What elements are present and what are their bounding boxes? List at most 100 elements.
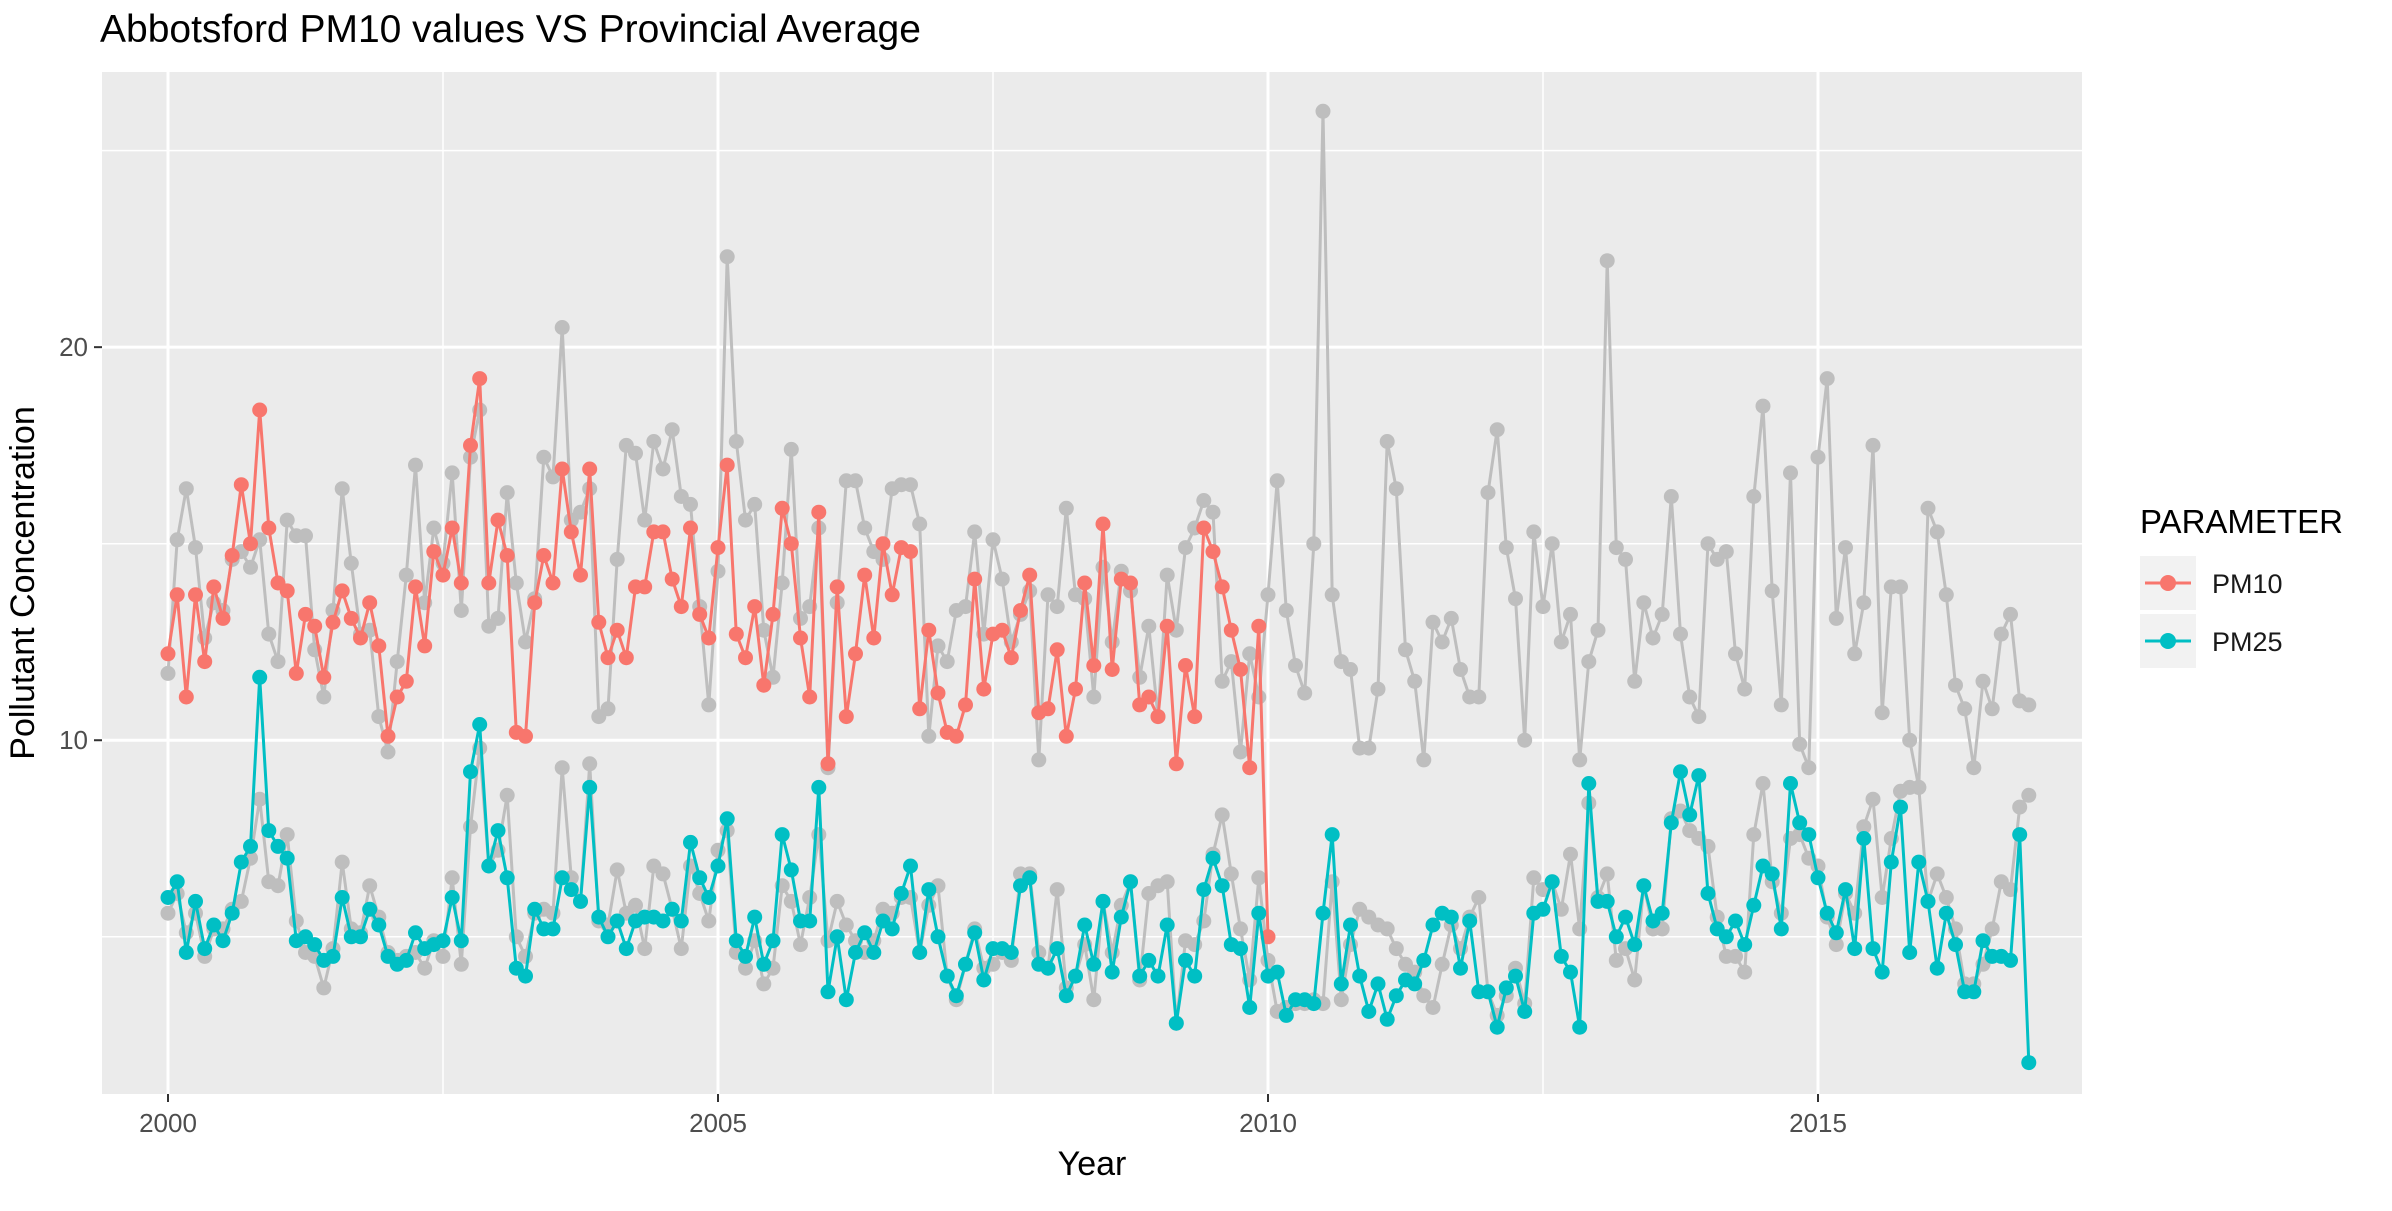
data-point-pm25 bbox=[1315, 905, 1331, 921]
data-point-pm25 bbox=[802, 913, 818, 929]
data-point-pm10 bbox=[1068, 681, 1083, 697]
data-point-pm25 bbox=[1141, 952, 1157, 968]
data-point-provincial-2 bbox=[683, 496, 698, 512]
data-point-pm25 bbox=[1938, 905, 1954, 921]
data-point-provincial-3 bbox=[453, 956, 469, 972]
data-point-provincial-2 bbox=[1636, 595, 1652, 611]
data-point-provincial-2 bbox=[985, 532, 1001, 548]
data-point-pm10 bbox=[958, 697, 973, 713]
data-point-pm10 bbox=[1058, 728, 1074, 744]
data-point-provincial-3 bbox=[1728, 948, 1743, 964]
data-point-pm25 bbox=[197, 941, 213, 957]
data-point-pm25 bbox=[307, 937, 323, 953]
data-point-pm25 bbox=[673, 913, 689, 929]
data-point-provincial-2 bbox=[1379, 434, 1395, 449]
data-point-pm25 bbox=[1269, 964, 1285, 980]
data-point-provincial-2 bbox=[1141, 618, 1157, 634]
legend-item-pm10: PM10 bbox=[2140, 556, 2283, 610]
data-point-provincial-2 bbox=[1608, 540, 1624, 556]
data-point-provincial-3 bbox=[1929, 866, 1945, 882]
data-point-provincial-2 bbox=[701, 697, 717, 713]
data-point-provincial-2 bbox=[1801, 760, 1817, 776]
data-point-pm25 bbox=[738, 948, 753, 964]
data-point-provincial-3 bbox=[288, 913, 304, 929]
data-point-pm25 bbox=[1773, 921, 1789, 937]
data-point-pm25 bbox=[1682, 807, 1698, 823]
data-point-provincial-3 bbox=[637, 941, 653, 957]
y-axis-label: Pollutant Concentration bbox=[4, 406, 42, 759]
data-point-provincial-3 bbox=[279, 827, 295, 843]
data-point-pm10 bbox=[719, 457, 735, 473]
data-point-provincial-2 bbox=[2021, 697, 2037, 713]
data-point-provincial-2 bbox=[1957, 701, 1973, 717]
data-point-pm25 bbox=[1553, 948, 1569, 964]
data-point-pm25 bbox=[518, 968, 533, 984]
data-point-provincial-2 bbox=[756, 622, 772, 638]
data-point-pm25 bbox=[1883, 854, 1899, 870]
data-point-pm10 bbox=[481, 575, 497, 591]
data-point-provincial-2 bbox=[958, 599, 973, 615]
data-point-provincial-2 bbox=[1278, 603, 1294, 618]
data-point-pm25 bbox=[1828, 925, 1844, 941]
data-point-pm25 bbox=[1627, 937, 1643, 953]
data-point-pm10 bbox=[848, 646, 863, 662]
data-point-pm10 bbox=[1123, 575, 1138, 591]
data-point-provincial-2 bbox=[261, 626, 277, 642]
data-point-pm25 bbox=[948, 988, 964, 1004]
x-tick-label: 2015 bbox=[1789, 1108, 1847, 1138]
data-point-pm25 bbox=[958, 956, 973, 972]
data-point-pm25 bbox=[1178, 952, 1193, 968]
data-point-provincial-2 bbox=[783, 441, 799, 457]
data-point-provincial-2 bbox=[1737, 681, 1753, 697]
data-point-provincial-3 bbox=[1856, 819, 1872, 835]
data-point-provincial-2 bbox=[1682, 689, 1698, 705]
data-point-pm25 bbox=[1123, 874, 1138, 890]
legend-marker-pm25 bbox=[2160, 633, 2176, 649]
data-point-pm10 bbox=[1077, 575, 1093, 591]
data-point-pm10 bbox=[371, 638, 387, 654]
data-point-provincial-3 bbox=[463, 819, 478, 835]
data-point-provincial-2 bbox=[1297, 685, 1313, 701]
data-point-provincial-3 bbox=[1938, 890, 1954, 905]
data-point-pm25 bbox=[774, 827, 790, 843]
chart-title: Abbotsford PM10 values VS Provincial Ave… bbox=[100, 8, 921, 51]
data-point-pm25 bbox=[1535, 901, 1551, 917]
data-point-provincial-2 bbox=[1242, 646, 1258, 662]
data-point-pm10 bbox=[435, 567, 451, 583]
data-point-pm10 bbox=[994, 622, 1010, 638]
data-point-provincial-3 bbox=[508, 929, 524, 945]
data-point-pm25 bbox=[1187, 968, 1203, 984]
data-point-provincial-3 bbox=[1563, 846, 1578, 862]
data-point-pm25 bbox=[453, 933, 469, 949]
data-point-provincial-3 bbox=[1526, 870, 1542, 886]
data-point-pm25 bbox=[1480, 984, 1496, 1000]
data-point-provincial-3 bbox=[1911, 779, 1927, 795]
data-point-provincial-2 bbox=[921, 728, 937, 744]
data-point-pm25 bbox=[1737, 937, 1753, 953]
legend-item-pm25: PM25 bbox=[2140, 614, 2283, 668]
data-point-pm25 bbox=[664, 901, 680, 917]
data-point-provincial-2 bbox=[1920, 500, 1936, 516]
data-point-provincial-3 bbox=[316, 980, 332, 996]
data-point-provincial-3 bbox=[252, 791, 268, 807]
data-point-pm25 bbox=[1370, 976, 1386, 992]
data-point-pm25 bbox=[1718, 929, 1734, 945]
data-point-pm25 bbox=[1517, 1004, 1533, 1019]
data-point-provincial-3 bbox=[1627, 972, 1643, 988]
data-point-pm25 bbox=[1663, 815, 1679, 831]
data-point-provincial-2 bbox=[1205, 504, 1221, 520]
data-point-provincial-3 bbox=[1260, 952, 1276, 968]
data-point-pm25 bbox=[1214, 878, 1230, 894]
data-point-provincial-3 bbox=[1233, 921, 1248, 937]
data-point-pm25 bbox=[1608, 929, 1624, 945]
data-point-pm25 bbox=[1416, 952, 1432, 968]
data-point-provincial-2 bbox=[334, 481, 350, 497]
data-point-pm10 bbox=[188, 587, 203, 603]
data-point-provincial-2 bbox=[1783, 465, 1798, 481]
data-point-pm10 bbox=[838, 709, 854, 725]
data-point-pm25 bbox=[1306, 996, 1322, 1012]
data-point-provincial-3 bbox=[270, 878, 286, 894]
data-point-pm10 bbox=[279, 583, 295, 599]
data-point-pm25 bbox=[1920, 893, 1936, 909]
